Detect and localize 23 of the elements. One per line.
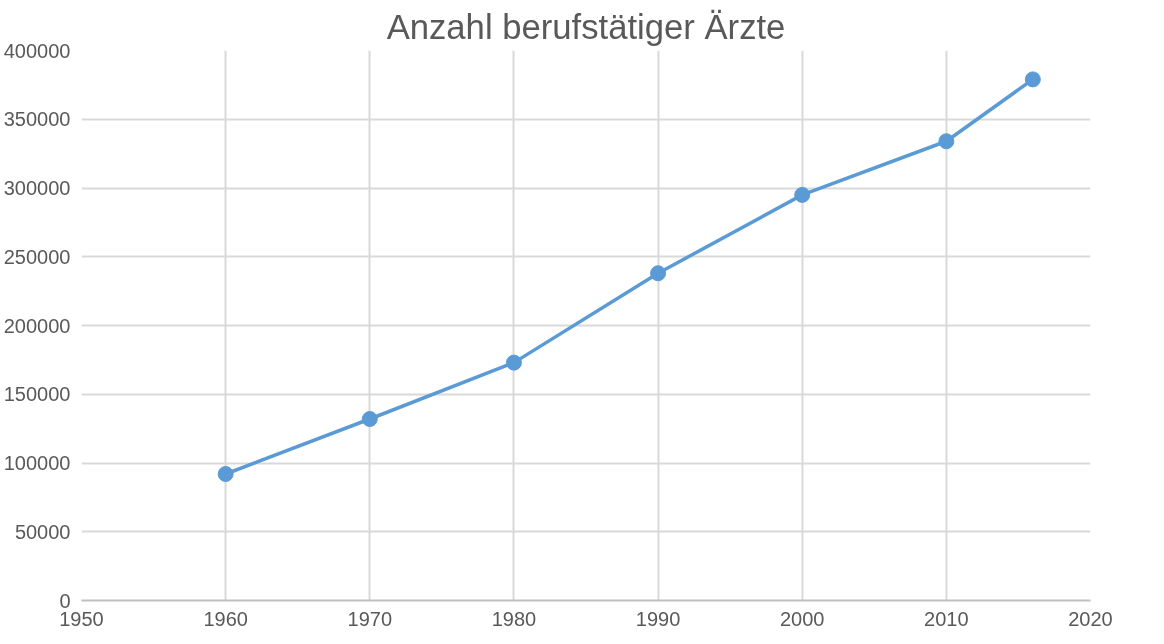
y-tick-label: 50000 [14,520,71,543]
x-tick-label: 1970 [347,607,393,630]
chart-title: Anzahl berufstätiger Ärzte [386,7,786,46]
point [505,354,522,371]
point [361,411,378,427]
point [794,186,811,203]
y-tick-label: 150000 [3,383,71,406]
x-tick-label: 2000 [779,607,825,630]
x-tick-label: 2010 [924,607,969,630]
y-tick-label: 350000 [3,108,71,131]
x-tick-label: 2020 [1068,607,1113,630]
y-tick-label: 300000 [3,177,71,199]
x-tick-label: 1980 [491,607,537,630]
point [938,133,955,150]
y-tick-label: 100000 [3,452,71,474]
y-tick-label: 250000 [3,245,71,268]
point [217,466,234,482]
x-tick-label: 1990 [635,607,681,630]
y-tick-label: 400000 [3,39,71,62]
y-tick-label: 200000 [3,314,71,337]
point [650,265,667,282]
x-tick-label: 1960 [203,607,248,630]
point [1024,71,1041,88]
